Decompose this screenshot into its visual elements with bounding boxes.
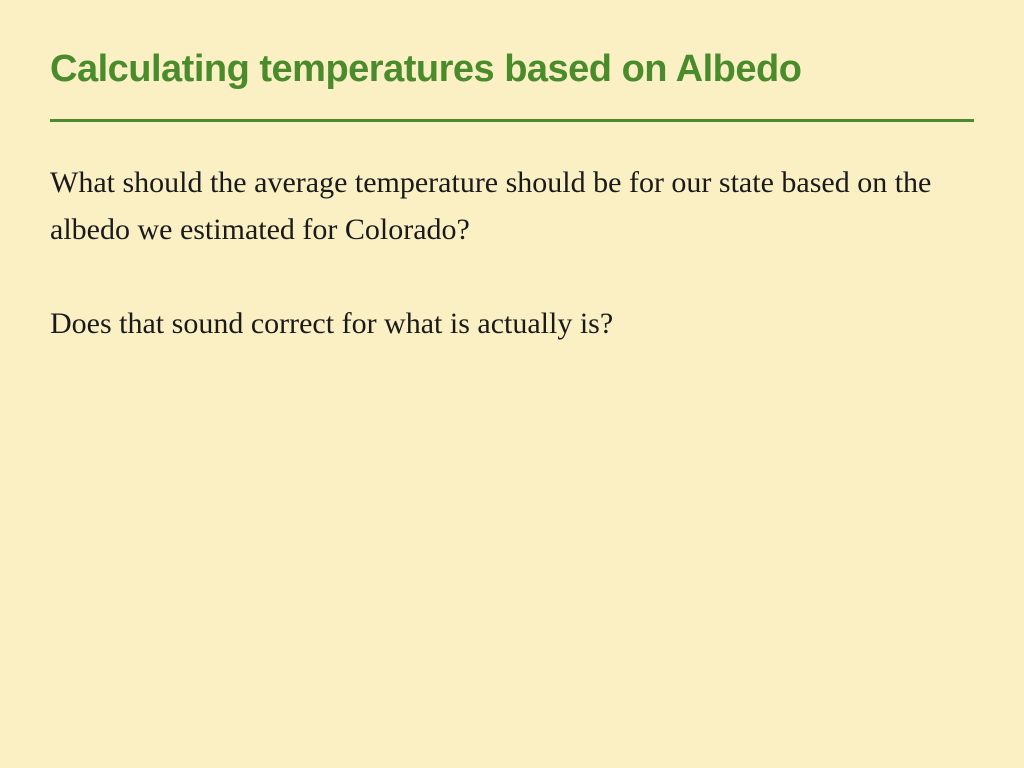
slide-title: Calculating temperatures based on Albedo — [50, 48, 974, 91]
slide-body: What should the average temperature shou… — [50, 160, 970, 348]
title-divider — [50, 119, 974, 122]
paragraph-2: Does that sound correct for what is actu… — [50, 301, 970, 348]
paragraph-1: What should the average temperature shou… — [50, 160, 970, 253]
slide-container: Calculating temperatures based on Albedo… — [0, 0, 1024, 768]
